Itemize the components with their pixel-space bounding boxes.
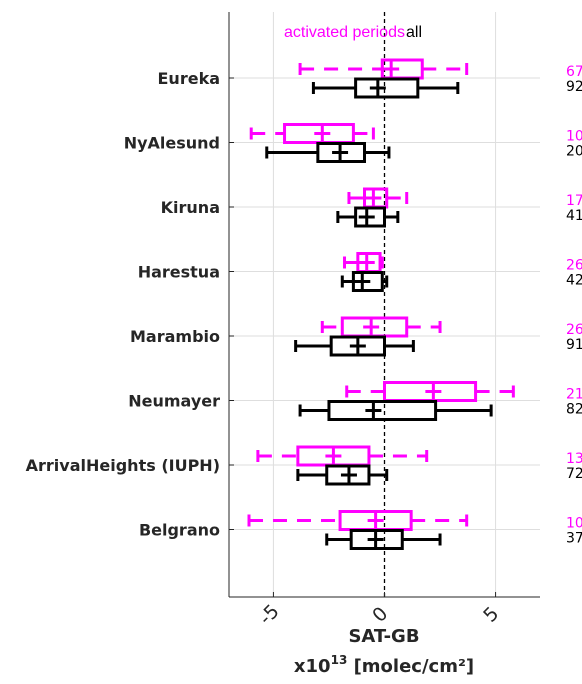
count-1-0: 92 xyxy=(566,79,582,95)
x-tick-label-1: 0 xyxy=(368,603,392,627)
box-1-4 xyxy=(294,335,415,357)
box-iqr xyxy=(354,206,386,228)
x-unit-rest: [molec/cm²] xyxy=(347,656,474,677)
box-0-6 xyxy=(256,445,429,467)
category-label-0: Eureka xyxy=(158,69,221,88)
count-1-3: 42 xyxy=(566,273,582,289)
category-label-6: ArrivalHeights (IUPH) xyxy=(26,456,220,475)
box-1-5 xyxy=(298,400,493,421)
category-label-3: Harestua xyxy=(138,263,220,282)
category-label-4: Marambio xyxy=(130,327,220,346)
category-label-1: NyAlesund xyxy=(124,134,220,153)
box-iqr xyxy=(351,271,384,292)
count-1-2: 41 xyxy=(566,208,582,224)
count-1-1: 20 xyxy=(566,144,582,160)
box-1-2 xyxy=(336,206,400,228)
category-label-7: Belgrano xyxy=(139,521,220,540)
legend: activated periods all xyxy=(284,24,422,41)
count-0-0: 67 xyxy=(566,64,582,80)
box-1-7 xyxy=(325,529,442,550)
x-tick-label-2: 5 xyxy=(479,603,503,627)
x-ticks: -5 0 5 xyxy=(255,592,503,629)
count-0-4: 26 xyxy=(566,322,582,338)
count-0-6: 13 xyxy=(566,451,582,467)
legend-all: all xyxy=(406,24,422,41)
box-iqr xyxy=(327,400,438,421)
box-1-6 xyxy=(296,464,389,486)
x-unit-exponent: 13 xyxy=(331,653,348,667)
count-0-3: 26 xyxy=(566,258,582,274)
count-0-1: 10 xyxy=(566,129,582,145)
box-1-1 xyxy=(265,142,391,163)
box-0-2 xyxy=(347,187,409,209)
x-axis-unit: x1013 [molec/cm²] xyxy=(294,653,474,677)
count-1-6: 72 xyxy=(566,466,582,482)
box-0-0 xyxy=(298,58,469,80)
plot-area xyxy=(229,12,540,597)
x-axis-title: SAT-GB xyxy=(348,626,419,647)
box-1-3 xyxy=(340,271,389,292)
count-0-2: 17 xyxy=(566,193,582,209)
box-1-0 xyxy=(311,77,460,99)
category-labels: Eureka NyAlesund Kiruna Harestua Marambio Neu… xyxy=(26,69,220,540)
category-label-5: Neumayer xyxy=(128,392,220,411)
x-tick-label-0: -5 xyxy=(255,600,284,629)
legend-activated-periods: activated periods xyxy=(284,24,405,41)
count-1-5: 82 xyxy=(566,402,582,418)
count-0-7: 10 xyxy=(566,516,582,532)
x-unit-prefix: x10 xyxy=(294,656,331,677)
box-iqr xyxy=(354,77,420,99)
count-0-5: 21 xyxy=(566,387,582,403)
y-ticks xyxy=(229,77,234,530)
count-1-4: 91 xyxy=(566,337,582,353)
category-label-2: Kiruna xyxy=(161,198,220,217)
boxes xyxy=(247,58,515,550)
count-1-7: 37 xyxy=(566,531,582,547)
